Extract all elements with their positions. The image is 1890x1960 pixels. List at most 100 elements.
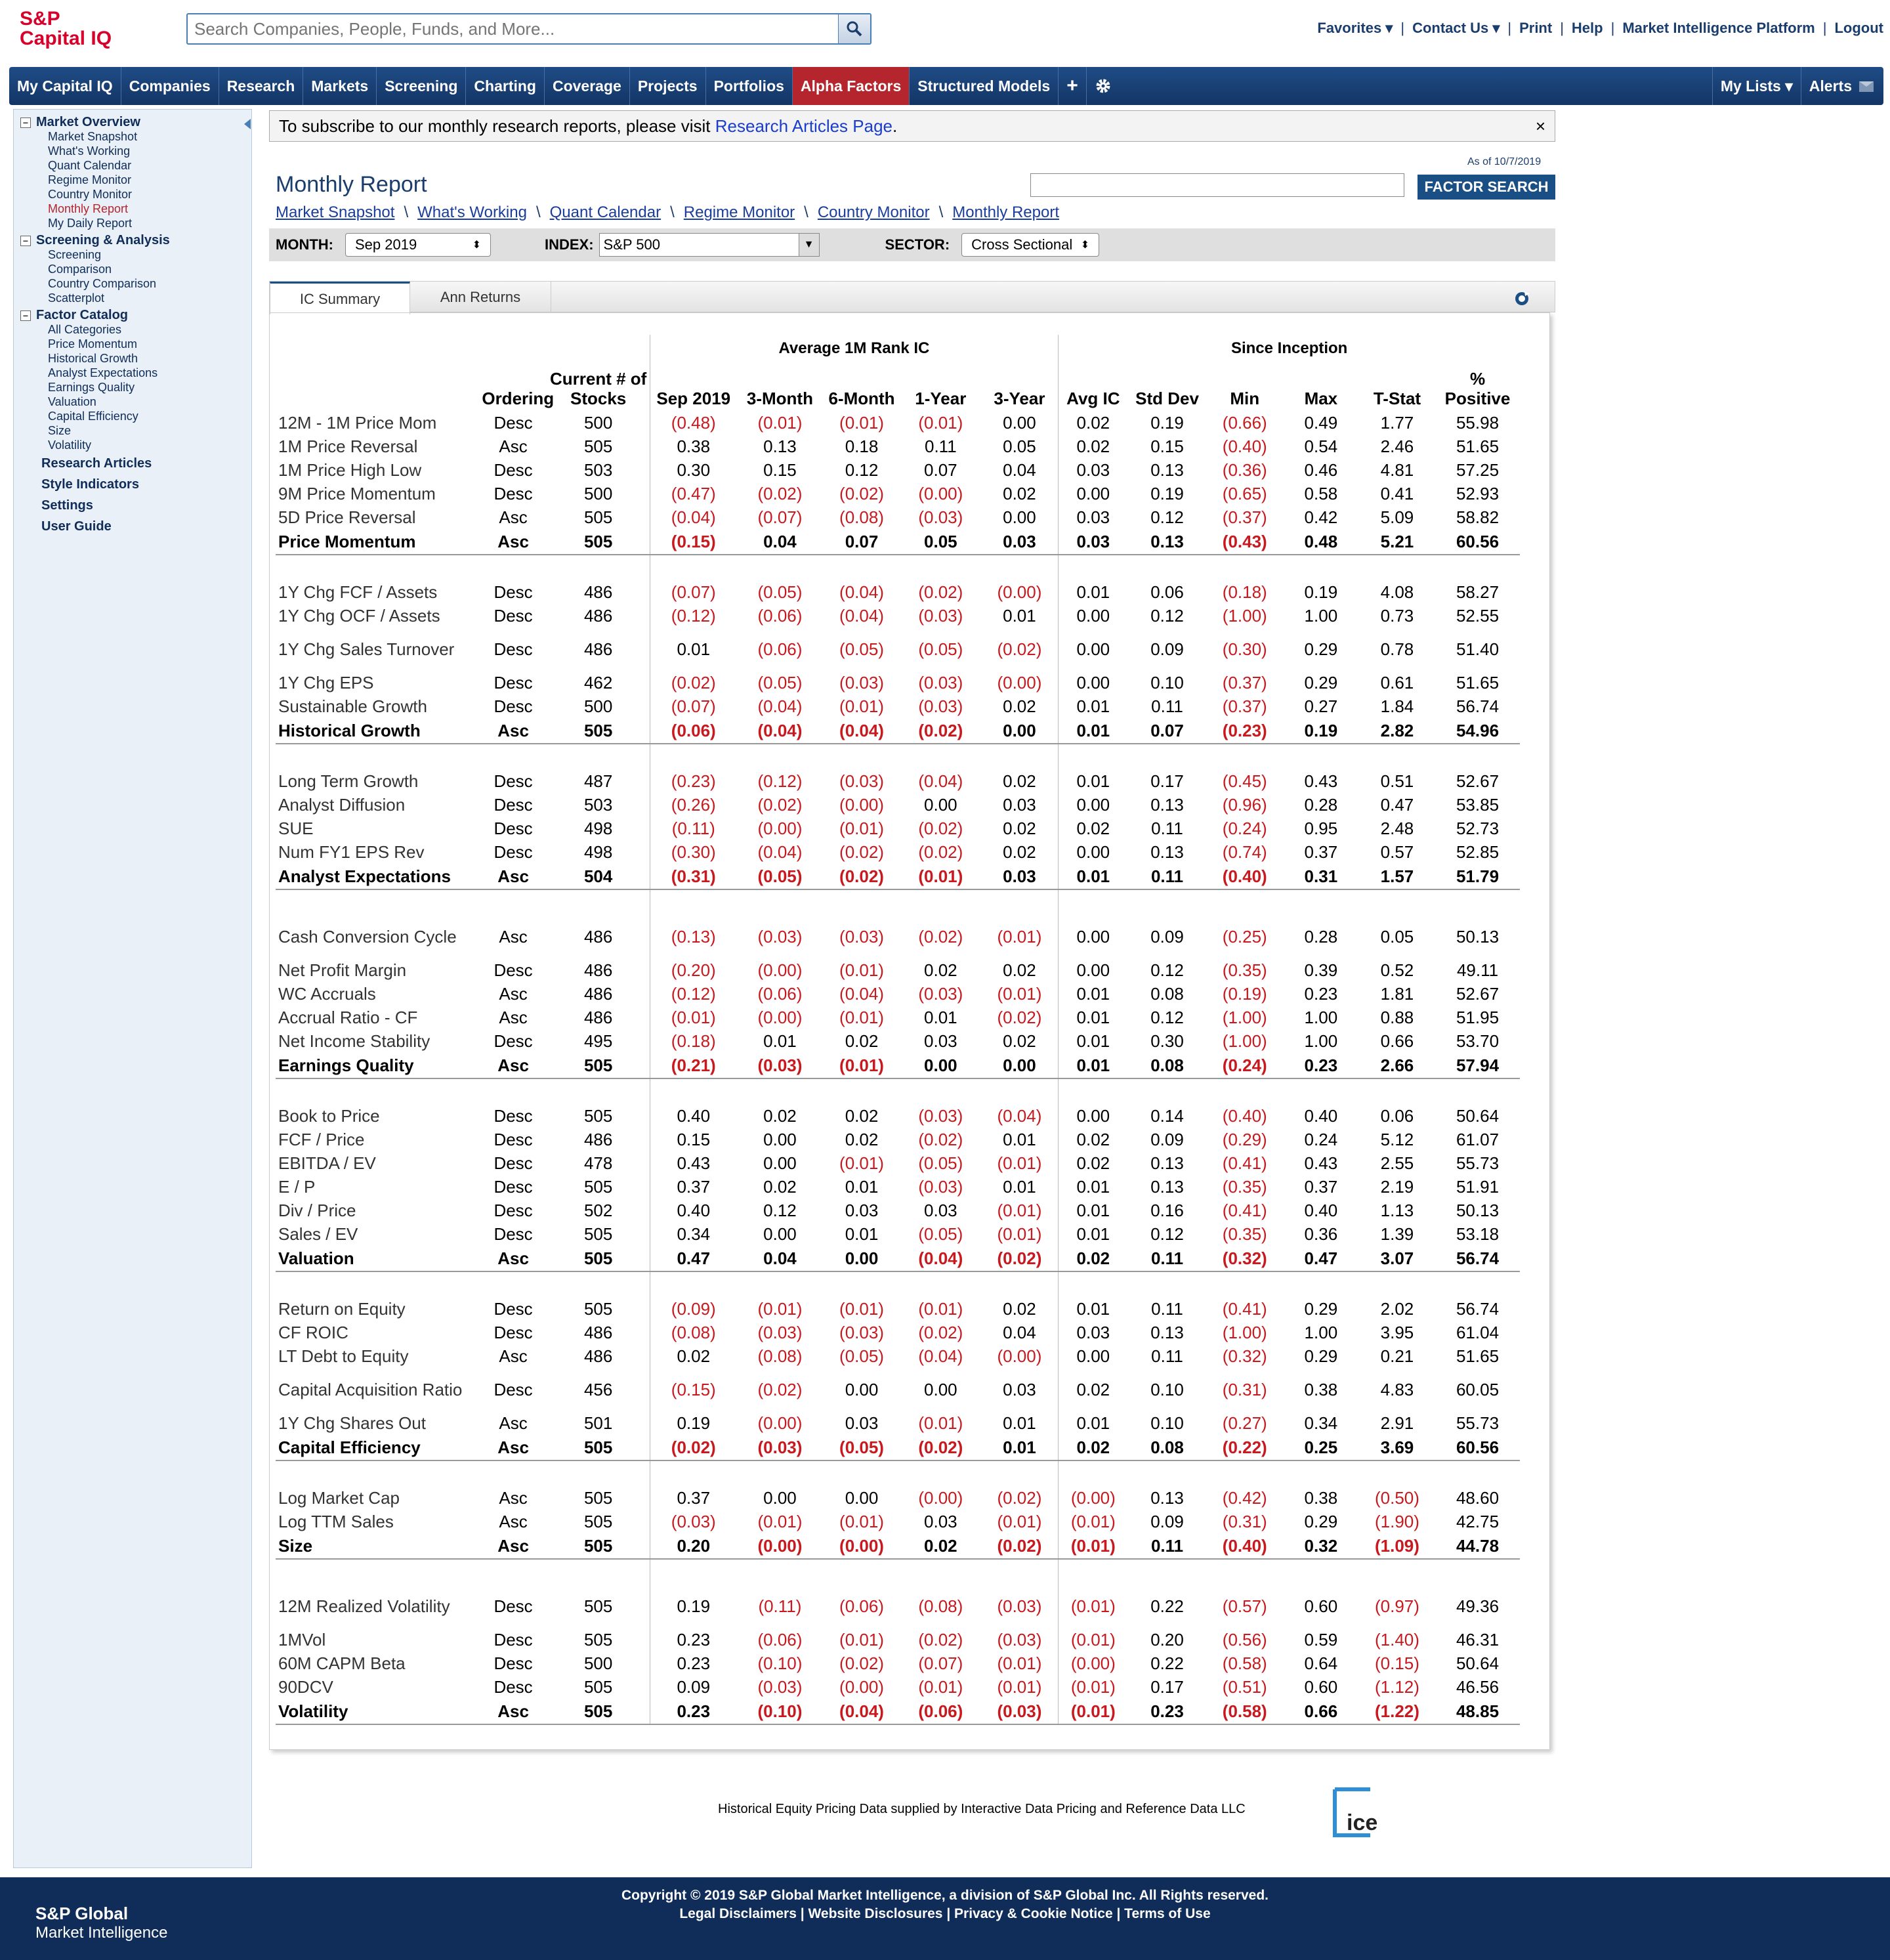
sidebar-item-my-daily-report[interactable]: My Daily Report [48, 217, 133, 230]
breadcrumb-quant-calendar[interactable]: Quant Calendar [549, 203, 662, 221]
breadcrumb-regime-monitor[interactable]: Regime Monitor [683, 203, 795, 221]
sidebar-section-screening-analysis[interactable]: − Screening & Analysis [20, 233, 170, 248]
column-header-max[interactable]: Max [1304, 389, 1338, 408]
sidebar-section-factor-catalog[interactable]: − Factor Catalog [20, 308, 128, 323]
collapse-sidebar-icon[interactable] [243, 118, 252, 130]
search-button[interactable] [838, 14, 870, 43]
breadcrumb-country-monitor[interactable]: Country Monitor [817, 203, 930, 221]
factor-name[interactable]: Historical Growth [278, 720, 421, 740]
add-tab-button[interactable]: + [1059, 67, 1087, 105]
breadcrumb-monthly-report[interactable]: Monthly Report [952, 203, 1059, 221]
nav-screening[interactable]: Screening [377, 67, 467, 105]
sidebar-item-earnings-quality[interactable]: Earnings Quality [48, 381, 135, 394]
factor-name[interactable]: 1M Price High Low [278, 459, 422, 480]
sidebar-item-capital-efficiency[interactable]: Capital Efficiency [48, 410, 138, 423]
column-header-t-stat[interactable]: T-Stat [1373, 389, 1421, 408]
sidebar-item-volatility[interactable]: Volatility [48, 438, 92, 452]
sidebar-item-valuation[interactable]: Valuation [48, 395, 96, 408]
toplink-print[interactable]: Print [1519, 20, 1553, 36]
toplink-market-intelligence-platform[interactable]: Market Intelligence Platform [1622, 20, 1815, 36]
nav-structured-models[interactable]: Structured Models [910, 67, 1059, 105]
nav-alpha-factors[interactable]: Alpha Factors [792, 67, 910, 105]
nav-markets[interactable]: Markets [303, 67, 377, 105]
column-header-ordering[interactable]: Ordering [482, 389, 555, 408]
factor-name[interactable]: 1Y Chg Sales Turnover [278, 639, 455, 659]
factor-name[interactable]: Return on Equity [278, 1298, 406, 1319]
factor-name[interactable]: Sales / EV [278, 1224, 358, 1244]
factor-name[interactable]: Valuation [278, 1248, 354, 1268]
factor-name[interactable]: EBITDA / EV [278, 1153, 376, 1173]
column-header-current-of-stocks[interactable]: Current # of Stocks [549, 369, 647, 408]
factor-name[interactable]: Net Profit Margin [278, 960, 407, 980]
breadcrumb-market-snapshot[interactable]: Market Snapshot [276, 203, 395, 221]
sidebar-item-size[interactable]: Size [48, 424, 72, 437]
factor-name[interactable]: Price Momentum [278, 531, 416, 551]
factor-name[interactable]: Accrual Ratio - CF [278, 1007, 418, 1027]
collapse-toggle-icon[interactable]: − [20, 310, 31, 321]
nav-coverage[interactable]: Coverage [545, 67, 630, 105]
toplink-logout[interactable]: Logout [1834, 20, 1883, 36]
nav-research[interactable]: Research [219, 67, 304, 105]
sidebar-link-style-indicators[interactable]: Style Indicators [41, 477, 139, 492]
sidebar-item-price-momentum[interactable]: Price Momentum [48, 337, 138, 351]
nav-companies[interactable]: Companies [121, 67, 219, 105]
factor-name[interactable]: 1Y Chg EPS [278, 672, 374, 692]
factor-name[interactable]: Earnings Quality [278, 1055, 414, 1075]
factor-name[interactable]: 90DCV [278, 1676, 333, 1697]
factor-name[interactable]: 5D Price Reversal [278, 507, 416, 527]
nav-portfolios[interactable]: Portfolios [706, 67, 793, 105]
factor-name[interactable]: 1Y Chg OCF / Assets [278, 605, 440, 626]
sidebar-item-all-categories[interactable]: All Categories [48, 323, 122, 336]
factor-name[interactable]: 1Y Chg Shares Out [278, 1413, 426, 1433]
factor-name[interactable]: Log Market Cap [278, 1487, 400, 1508]
factor-name[interactable]: Net Income Stability [278, 1031, 430, 1051]
factor-name[interactable]: LT Debt to Equity [278, 1346, 409, 1366]
factor-name[interactable]: E / P [278, 1176, 316, 1197]
sidebar-item-market-snapshot[interactable]: Market Snapshot [48, 130, 138, 143]
nav-charting[interactable]: Charting [466, 67, 545, 105]
refresh-icon[interactable] [1513, 289, 1531, 308]
factor-name[interactable]: Div / Price [278, 1200, 356, 1220]
footer-link-terms-of-use[interactable]: Terms of Use [1124, 1906, 1211, 1921]
factor-name[interactable]: Capital Efficiency [278, 1437, 421, 1457]
index-select[interactable]: S&P 500 ▼ [598, 233, 820, 257]
footer-link-legal-disclaimers[interactable]: Legal Disclaimers [679, 1906, 797, 1921]
nav-my-capital-iq[interactable]: My Capital IQ [9, 67, 121, 105]
sidebar-item-quant-calendar[interactable]: Quant Calendar [48, 159, 132, 172]
factor-name[interactable]: 1Y Chg FCF / Assets [278, 582, 438, 602]
factor-name[interactable]: 60M CAPM Beta [278, 1653, 406, 1673]
search-input[interactable] [188, 14, 838, 43]
factor-name[interactable]: Volatility [278, 1701, 348, 1721]
sidebar-item-what-s-working[interactable]: What's Working [48, 144, 131, 158]
factor-search-input[interactable] [1030, 173, 1404, 197]
factor-name[interactable]: 1M Price Reversal [278, 436, 418, 456]
footer-link-privacy-cookie-notice[interactable]: Privacy & Cookie Notice [954, 1906, 1113, 1921]
factor-name[interactable]: 12M Realized Volatility [278, 1596, 450, 1616]
factor-name[interactable]: Sustainable Growth [278, 696, 427, 716]
factor-name[interactable]: 9M Price Momentum [278, 483, 436, 503]
logo[interactable]: S&P Capital IQ [20, 9, 112, 49]
column-header-positive[interactable]: % Positive [1444, 369, 1511, 408]
month-select[interactable]: Sep 2019 ⬍ [345, 233, 491, 257]
gear-icon[interactable] [1087, 67, 1120, 105]
sidebar-item-country-monitor[interactable]: Country Monitor [48, 188, 133, 201]
factor-name[interactable]: Size [278, 1535, 313, 1556]
sidebar-item-monthly-report[interactable]: Monthly Report [48, 202, 129, 215]
factor-name[interactable]: SUE [278, 818, 314, 838]
nav-my-lists[interactable]: My Lists ▾ [1712, 67, 1801, 105]
sidebar-item-country-comparison[interactable]: Country Comparison [48, 277, 157, 290]
sidebar-link-research-articles[interactable]: Research Articles [41, 456, 152, 471]
tab-ic-summary[interactable]: IC Summary [270, 282, 410, 314]
close-icon[interactable]: × [1535, 116, 1545, 136]
factor-name[interactable]: Long Term Growth [278, 771, 419, 791]
factor-name[interactable]: Log TTM Sales [278, 1511, 394, 1531]
column-header-std-dev[interactable]: Std Dev [1135, 389, 1199, 408]
toplink-favorites[interactable]: Favorites ▾ [1317, 20, 1393, 36]
toplink-contact-us[interactable]: Contact Us ▾ [1412, 20, 1500, 36]
breadcrumb-what-s-working[interactable]: What's Working [417, 203, 527, 221]
collapse-toggle-icon[interactable]: − [20, 235, 31, 246]
nav-alerts[interactable]: Alerts [1800, 67, 1883, 105]
sidebar-item-comparison[interactable]: Comparison [48, 263, 112, 276]
column-header-6-month[interactable]: 6-Month [828, 389, 895, 408]
sidebar-item-historical-growth[interactable]: Historical Growth [48, 352, 138, 365]
